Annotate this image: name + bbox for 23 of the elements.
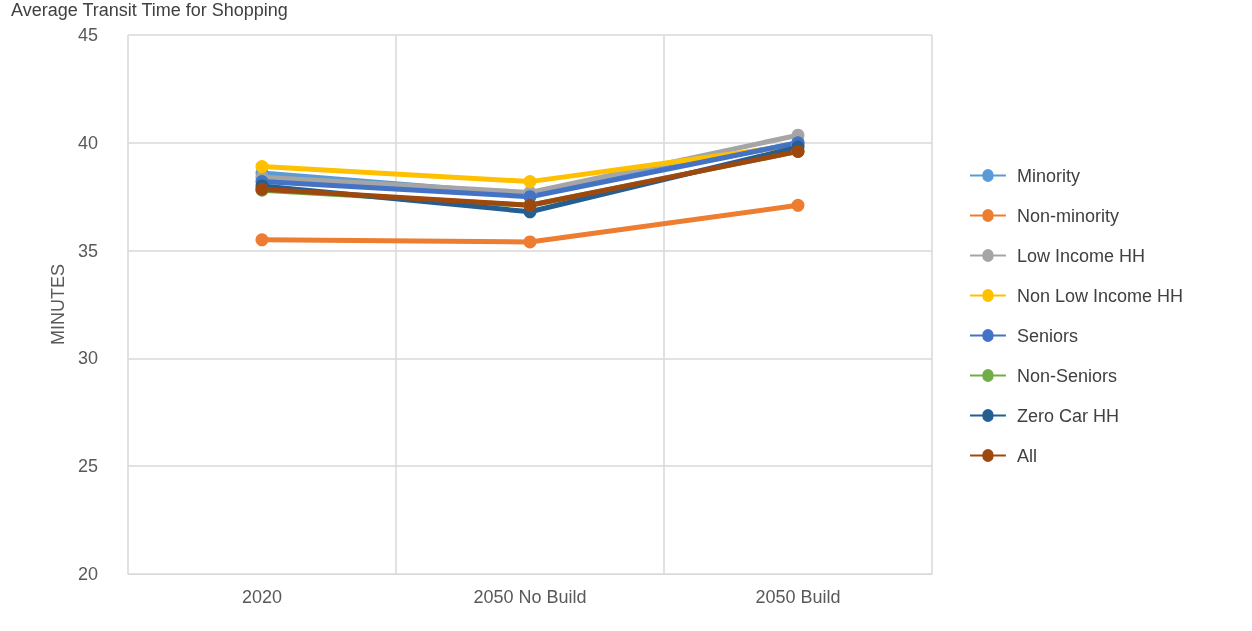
point: [523, 175, 537, 189]
legend-label: All: [1016, 445, 1037, 466]
legend-label: Non-Seniors: [1016, 365, 1117, 386]
chart-title: Average Transit Time for Shopping: [11, 0, 288, 20]
legend-label: Low Income HH: [1016, 245, 1146, 266]
point: [523, 235, 537, 249]
legend-label: Non-minority: [1016, 205, 1119, 226]
y-tick-label: 25: [77, 456, 98, 477]
y-tick-label: 45: [77, 25, 98, 45]
x-tick-label: 2050 Build: [755, 587, 841, 607]
legend-label: Non Low Income HH: [1016, 285, 1184, 306]
y-tick-label: 20: [77, 564, 98, 584]
y-tick-label: 30: [77, 348, 98, 369]
y-tick-label: 40: [77, 132, 98, 153]
x-tick-label: 2020: [241, 587, 283, 607]
point: [255, 233, 269, 247]
y-tick-label: 35: [77, 240, 98, 261]
point: [791, 198, 805, 212]
legend-label: Seniors: [1016, 325, 1078, 346]
legend-label: Zero Car HH: [1016, 405, 1119, 426]
y-axis-title: MINUTES: [48, 264, 69, 345]
legend-label: Minority: [1016, 165, 1080, 186]
x-tick-label: 2050 No Build: [473, 587, 587, 607]
